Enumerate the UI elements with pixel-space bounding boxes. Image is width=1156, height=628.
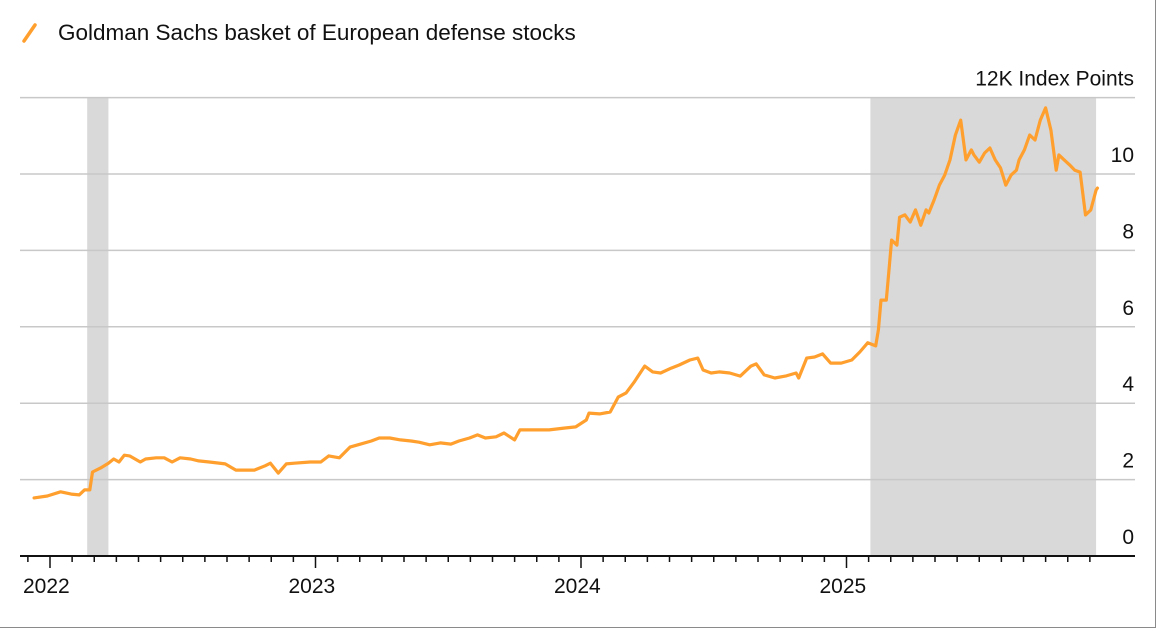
x-tick-label: 2023 xyxy=(289,575,336,598)
y-tick-label: 6 xyxy=(1122,297,1134,320)
y-tick-label: 10 xyxy=(1111,144,1134,167)
y-axis: 0 2 4 6 8 10 12K Index Points xyxy=(975,68,1134,549)
y-tick-label: 2 xyxy=(1122,450,1134,473)
legend-swatch xyxy=(22,23,37,43)
gridlines xyxy=(20,96,1135,481)
legend: Goldman Sachs basket of European defense… xyxy=(22,20,576,45)
y-tick-label: 8 xyxy=(1122,220,1134,243)
x-tick-label: 2022 xyxy=(23,575,70,598)
y-tick-label: 0 xyxy=(1122,526,1134,549)
x-axis: 2022 2023 2024 2025 xyxy=(20,555,1135,598)
x-tick-label: 2025 xyxy=(820,575,867,598)
y-tick-label: 12K Index Points xyxy=(975,68,1134,91)
x-tick-label: 2024 xyxy=(554,575,601,598)
series-line xyxy=(32,106,1099,500)
y-tick-label: 4 xyxy=(1122,373,1134,396)
legend-label: Goldman Sachs basket of European defense… xyxy=(58,20,576,45)
series-lines xyxy=(32,106,1099,500)
